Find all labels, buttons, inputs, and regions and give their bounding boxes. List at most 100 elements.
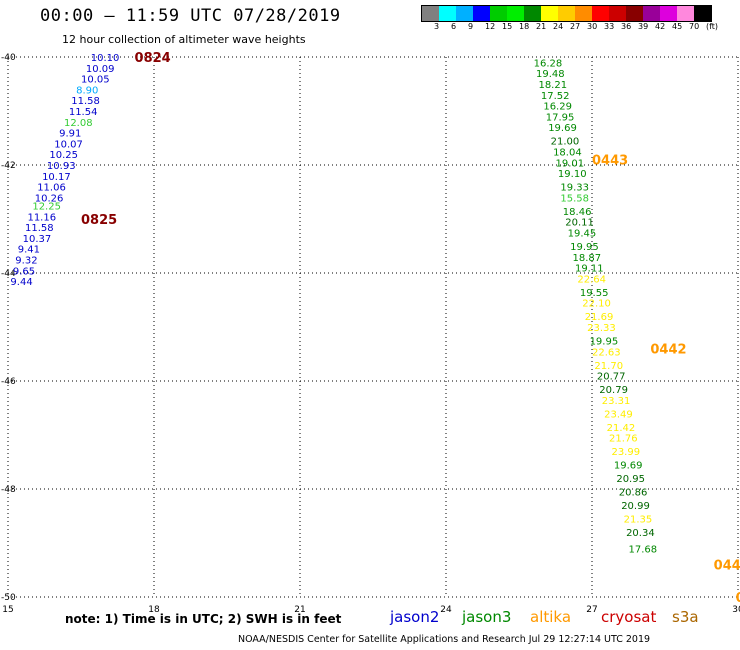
color-scale-label: 6: [451, 22, 457, 31]
color-scale-label: 30: [587, 22, 598, 31]
wave-height-value: 20.86: [619, 488, 648, 499]
color-scale-swatch: [422, 6, 439, 21]
wave-height-value: 19.95: [570, 242, 599, 253]
color-scale-label: 45: [672, 22, 683, 31]
wave-height-value: 19.45: [568, 229, 597, 240]
color-scale-label: 24: [553, 22, 564, 31]
color-scale-swatch: [592, 6, 609, 21]
wave-height-value: 17.52: [541, 91, 570, 102]
wave-height-value: 9.41: [18, 245, 40, 256]
color-scale-label: 39: [638, 22, 649, 31]
wave-height-value: 23.49: [604, 409, 633, 420]
wave-height-value: 9.65: [13, 266, 35, 277]
wave-height-value: 19.48: [536, 69, 565, 80]
color-scale-label: 21: [536, 22, 547, 31]
color-scale-swatch: [660, 6, 677, 21]
wave-height-value: 9.91: [59, 129, 81, 140]
wave-height-value: 17.68: [629, 544, 658, 555]
wave-height-value: 22.63: [592, 347, 621, 358]
lon-tick-label: 24: [440, 605, 452, 615]
time-label: 0824: [135, 51, 171, 66]
wave-height-value: 18.87: [573, 253, 602, 264]
legend-cryosat: cryosat: [601, 608, 657, 626]
wave-height-value: 17.95: [546, 112, 575, 123]
color-scale-label: 36: [621, 22, 632, 31]
wave-height-value: 11.16: [27, 212, 56, 223]
wave-height-value: 21.35: [624, 515, 653, 526]
wave-height-value: 10.25: [49, 150, 78, 161]
legend-jason3: jason3: [462, 608, 512, 626]
wave-height-value: 19.69: [614, 461, 643, 472]
wave-height-value: 12.25: [32, 202, 61, 213]
wave-height-value: 10.93: [47, 161, 76, 172]
wave-height-value: 19.11: [575, 264, 604, 275]
wave-height-value: 11.54: [69, 107, 98, 118]
wave-height-value: 19.55: [580, 288, 609, 299]
wave-height-value: 19.01: [556, 158, 585, 169]
lat-tick-label: -44: [1, 269, 16, 279]
time-label: 0: [736, 591, 740, 606]
wave-height-value: 19.33: [560, 183, 589, 194]
lon-tick-label: 18: [148, 605, 160, 615]
wave-height-value: 23.99: [611, 447, 640, 458]
wave-height-value: 18.21: [538, 80, 567, 91]
wave-height-value: 20.99: [621, 501, 650, 512]
note-text: note: 1) Time is in UTC; 2) SWH is in fe…: [65, 612, 342, 626]
wave-height-value: 20.77: [597, 372, 626, 383]
color-scale-swatch: [643, 6, 660, 21]
wave-height-value: 18.04: [553, 148, 582, 159]
color-scale-swatch: [575, 6, 592, 21]
wave-height-value: 10.26: [35, 193, 64, 204]
lat-tick-label: -40: [1, 53, 16, 63]
wave-height-value: 20.95: [616, 474, 645, 485]
wave-height-value: 16.28: [534, 58, 563, 69]
wave-height-value: 18.46: [563, 207, 592, 218]
color-scale-swatch: [507, 6, 524, 21]
color-scale-swatch: [456, 6, 473, 21]
color-scale-bar: [421, 5, 712, 22]
lat-tick-label: -42: [1, 161, 16, 171]
color-scale-swatch: [694, 6, 711, 21]
time-label: 0825: [81, 213, 117, 228]
time-label: 0442: [650, 343, 686, 358]
wave-height-value: 21.00: [551, 137, 580, 148]
wave-height-value: 20.34: [626, 528, 655, 539]
lon-tick-label: 30: [732, 605, 740, 615]
lon-tick-label: 27: [586, 605, 597, 615]
wave-height-value: 10.37: [23, 234, 52, 245]
lon-tick-label: 15: [2, 605, 13, 615]
lat-tick-label: -46: [1, 377, 16, 387]
color-scale-swatch: [473, 6, 490, 21]
wave-height-value: 11.58: [71, 96, 100, 107]
wave-height-value: 10.05: [81, 75, 110, 86]
wave-height-value: 11.58: [25, 223, 54, 234]
lat-tick-label: -50: [1, 593, 16, 603]
color-scale-swatch: [609, 6, 626, 21]
wave-height-value: 10.07: [54, 139, 83, 150]
color-scale-label: (ft): [706, 22, 719, 31]
wave-height-value: 8.90: [76, 85, 98, 96]
wave-height-value: 21.70: [594, 361, 623, 372]
wave-height-value: 11.06: [37, 183, 66, 194]
wave-height-value: 10.10: [91, 53, 120, 64]
wave-height-value: 16.29: [543, 102, 572, 113]
color-scale-label: 18: [519, 22, 530, 31]
color-scale-label: 42: [655, 22, 666, 31]
wave-height-value: 9.44: [10, 277, 32, 288]
lon-tick-label: 21: [294, 605, 305, 615]
wave-height-value: 22.10: [582, 299, 611, 310]
legend-altika: altika: [530, 608, 572, 626]
wave-height-value: 21.42: [607, 423, 636, 434]
wave-height-value: 19.69: [548, 123, 577, 134]
wave-height-value: 20.11: [565, 218, 594, 229]
color-scale-swatch: [541, 6, 558, 21]
wave-height-value: 15.58: [560, 193, 589, 204]
legend-s3a: s3a: [672, 608, 699, 626]
color-scale-label: 70: [689, 22, 700, 31]
wave-height-value: 22.64: [577, 274, 606, 285]
color-scale-label: 15: [502, 22, 513, 31]
page-title: 00:00 – 11:59 UTC 07/28/2019: [40, 6, 341, 26]
color-scale-swatch: [490, 6, 507, 21]
color-scale-label: 9: [468, 22, 474, 31]
